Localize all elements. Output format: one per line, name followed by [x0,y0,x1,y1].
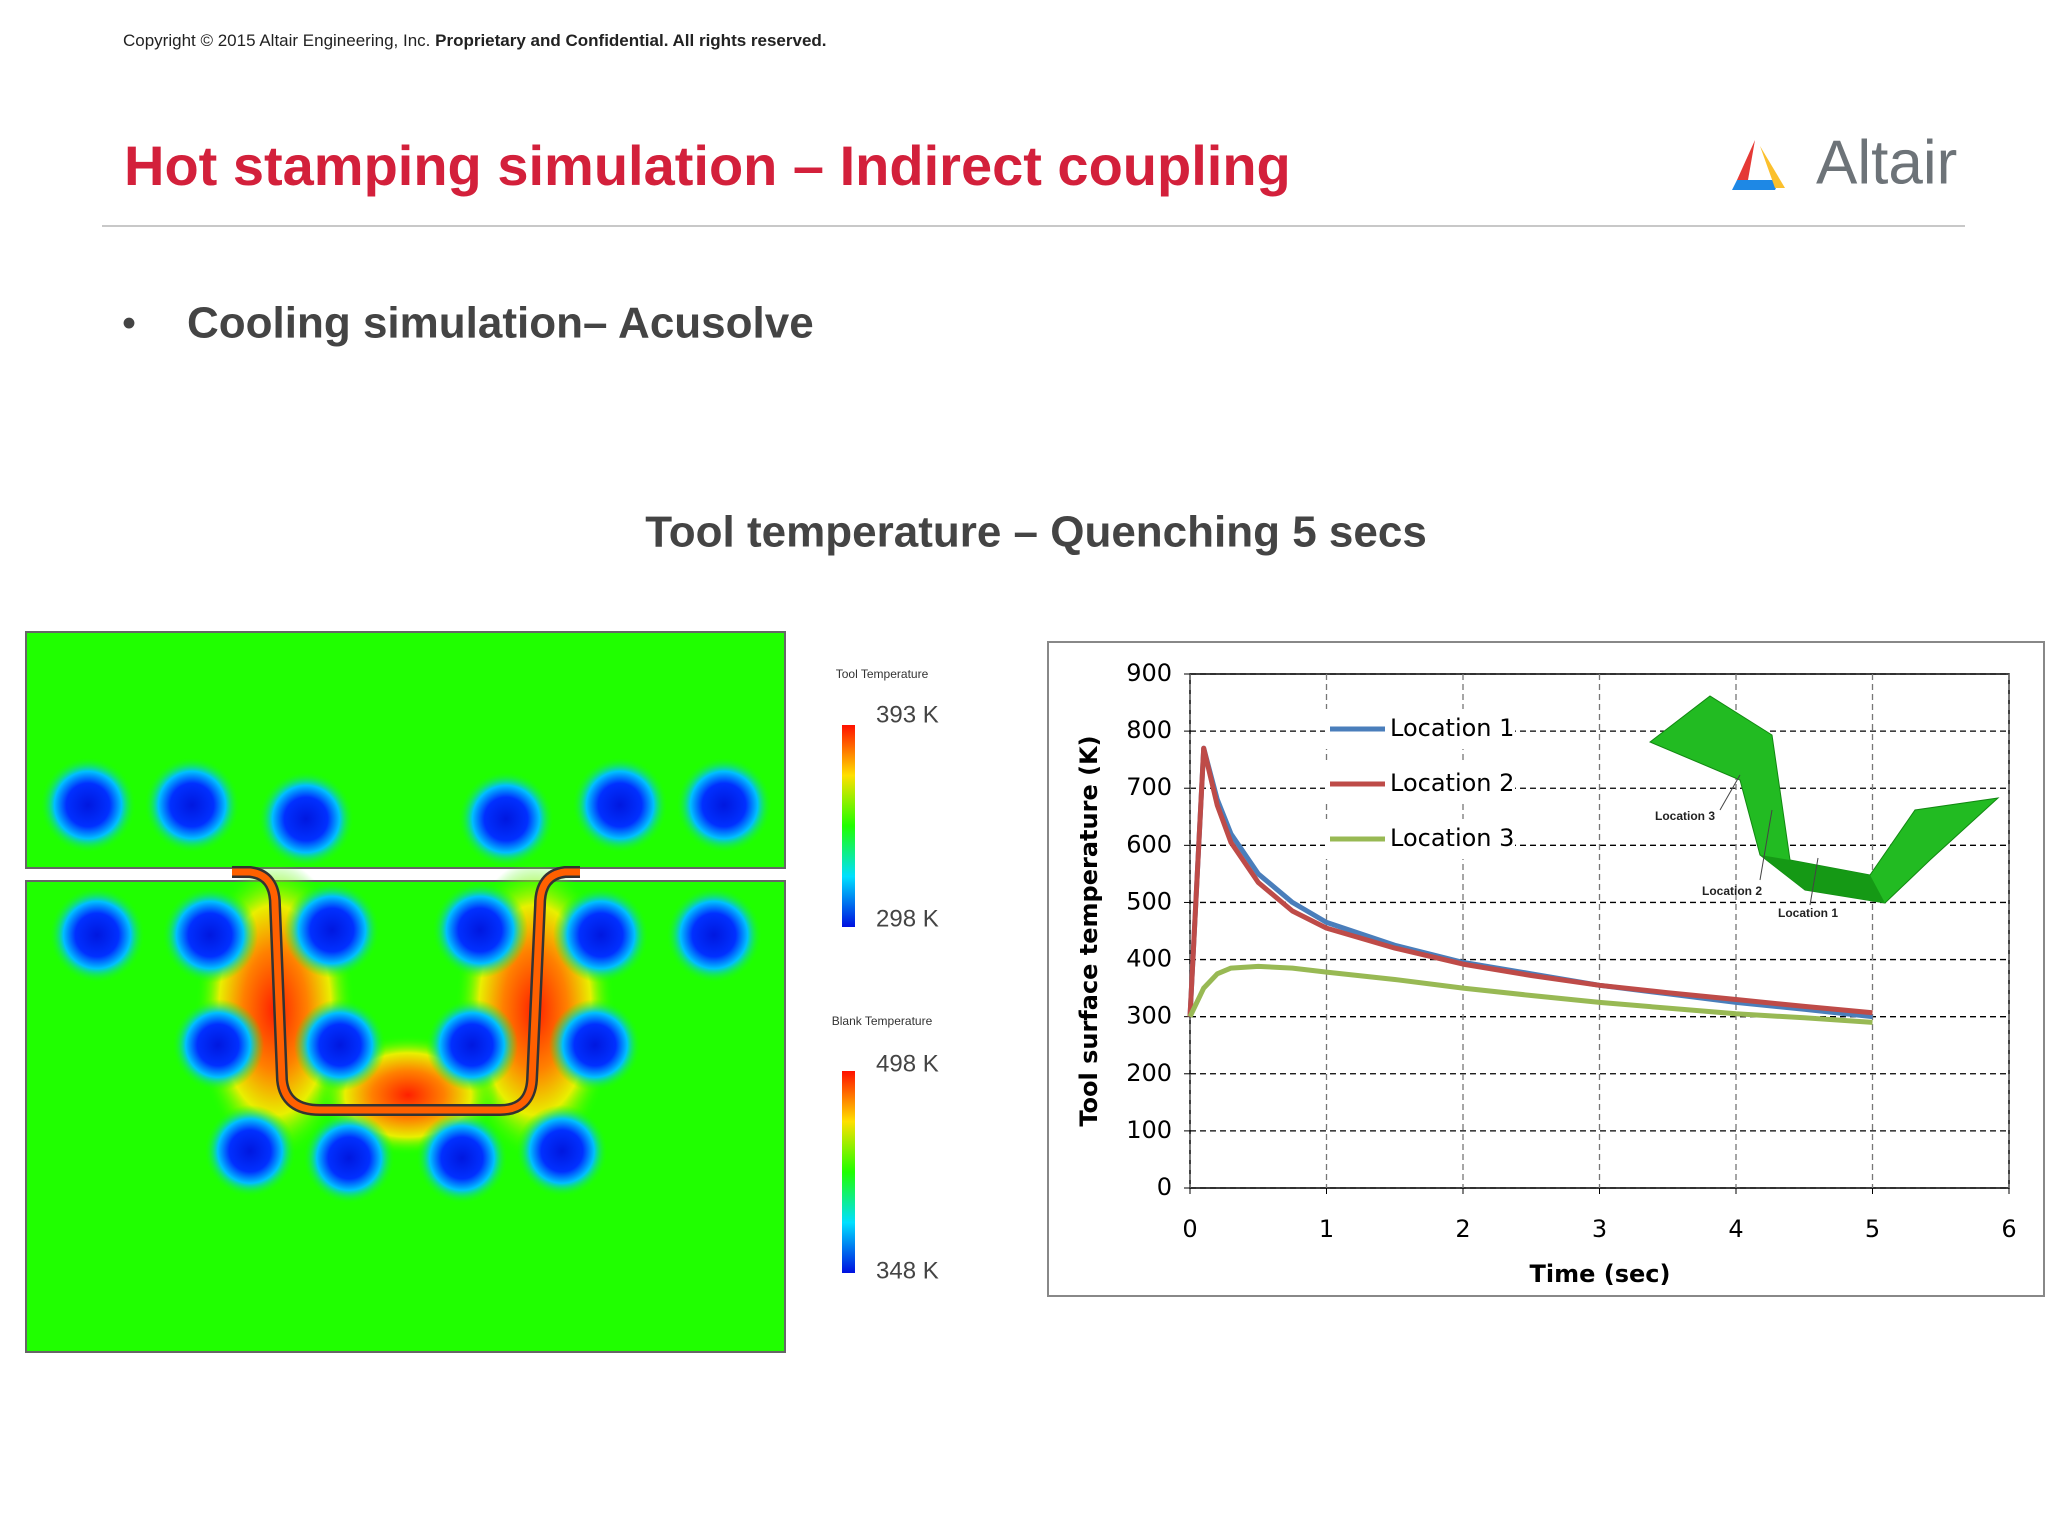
legend-label: Location 3 [1390,824,1514,852]
y-tick-label: 500 [1126,887,1172,915]
slide-title: Hot stamping simulation – Indirect coupl… [124,134,1291,197]
y-tick-label: 800 [1126,716,1172,744]
bullet-dot: • [122,302,136,346]
x-tick-label: 5 [1865,1215,1880,1243]
copyright-bold: Proprietary and Confidential. All rights… [435,31,826,50]
x-axis-title: Time (sec) [1530,1260,1671,1288]
x-tick-label: 4 [1728,1215,1743,1243]
y-tick-label: 200 [1126,1059,1172,1087]
y-tick-label: 100 [1126,1116,1172,1144]
section-title: Tool temperature – Quenching 5 secs [645,508,1427,557]
y-tick-label: 300 [1126,1002,1172,1030]
legend-title: Blank Temperature [832,1014,933,1028]
x-tick-label: 2 [1455,1215,1470,1243]
plot-area [1189,673,2010,1189]
copyright-text: Copyright © 2015 Altair Engineering, Inc… [123,31,430,50]
series-line [1187,745,1873,1017]
y-tick-label: 900 [1126,659,1172,687]
y-tick-label: 400 [1126,945,1172,973]
logo-text: Altair [1816,128,1957,197]
series-line [1187,963,1873,1025]
legend-label: Location 2 [1390,769,1514,797]
x-tick-label: 1 [1319,1215,1334,1243]
bullet-text: Cooling simulation– Acusolve [187,299,814,348]
legend-max: 498 K [876,1050,939,1077]
inset-label: Location 1 [1778,906,1838,920]
x-tick-label: 0 [1182,1215,1197,1243]
color-bar [842,725,855,927]
copyright: Copyright © 2015 Altair Engineering, Inc… [123,31,827,50]
inset-label: Location 2 [1702,884,1762,898]
y-tick-label: 600 [1126,830,1172,858]
legend-min: 348 K [876,1257,939,1284]
color-bar [842,1071,855,1273]
legend-label: Location 1 [1390,714,1514,742]
y-axis-title: Tool surface temperature (K) [1075,735,1103,1126]
y-tick-label: 0 [1157,1173,1172,1201]
x-tick-label: 6 [2001,1215,2016,1243]
logo-icon [1732,140,1785,190]
legend-min: 298 K [876,905,939,932]
y-tick-label: 700 [1126,773,1172,801]
legend-max: 393 K [876,701,939,728]
inset-part [1649,695,2000,906]
inset-label: Location 3 [1655,809,1715,823]
legend-title: Tool Temperature [836,667,929,681]
heat-map [25,631,786,1353]
x-tick-label: 3 [1592,1215,1607,1243]
heat-legends: Tool Temperature 393 K 298 K Blank Tempe… [832,667,939,1284]
